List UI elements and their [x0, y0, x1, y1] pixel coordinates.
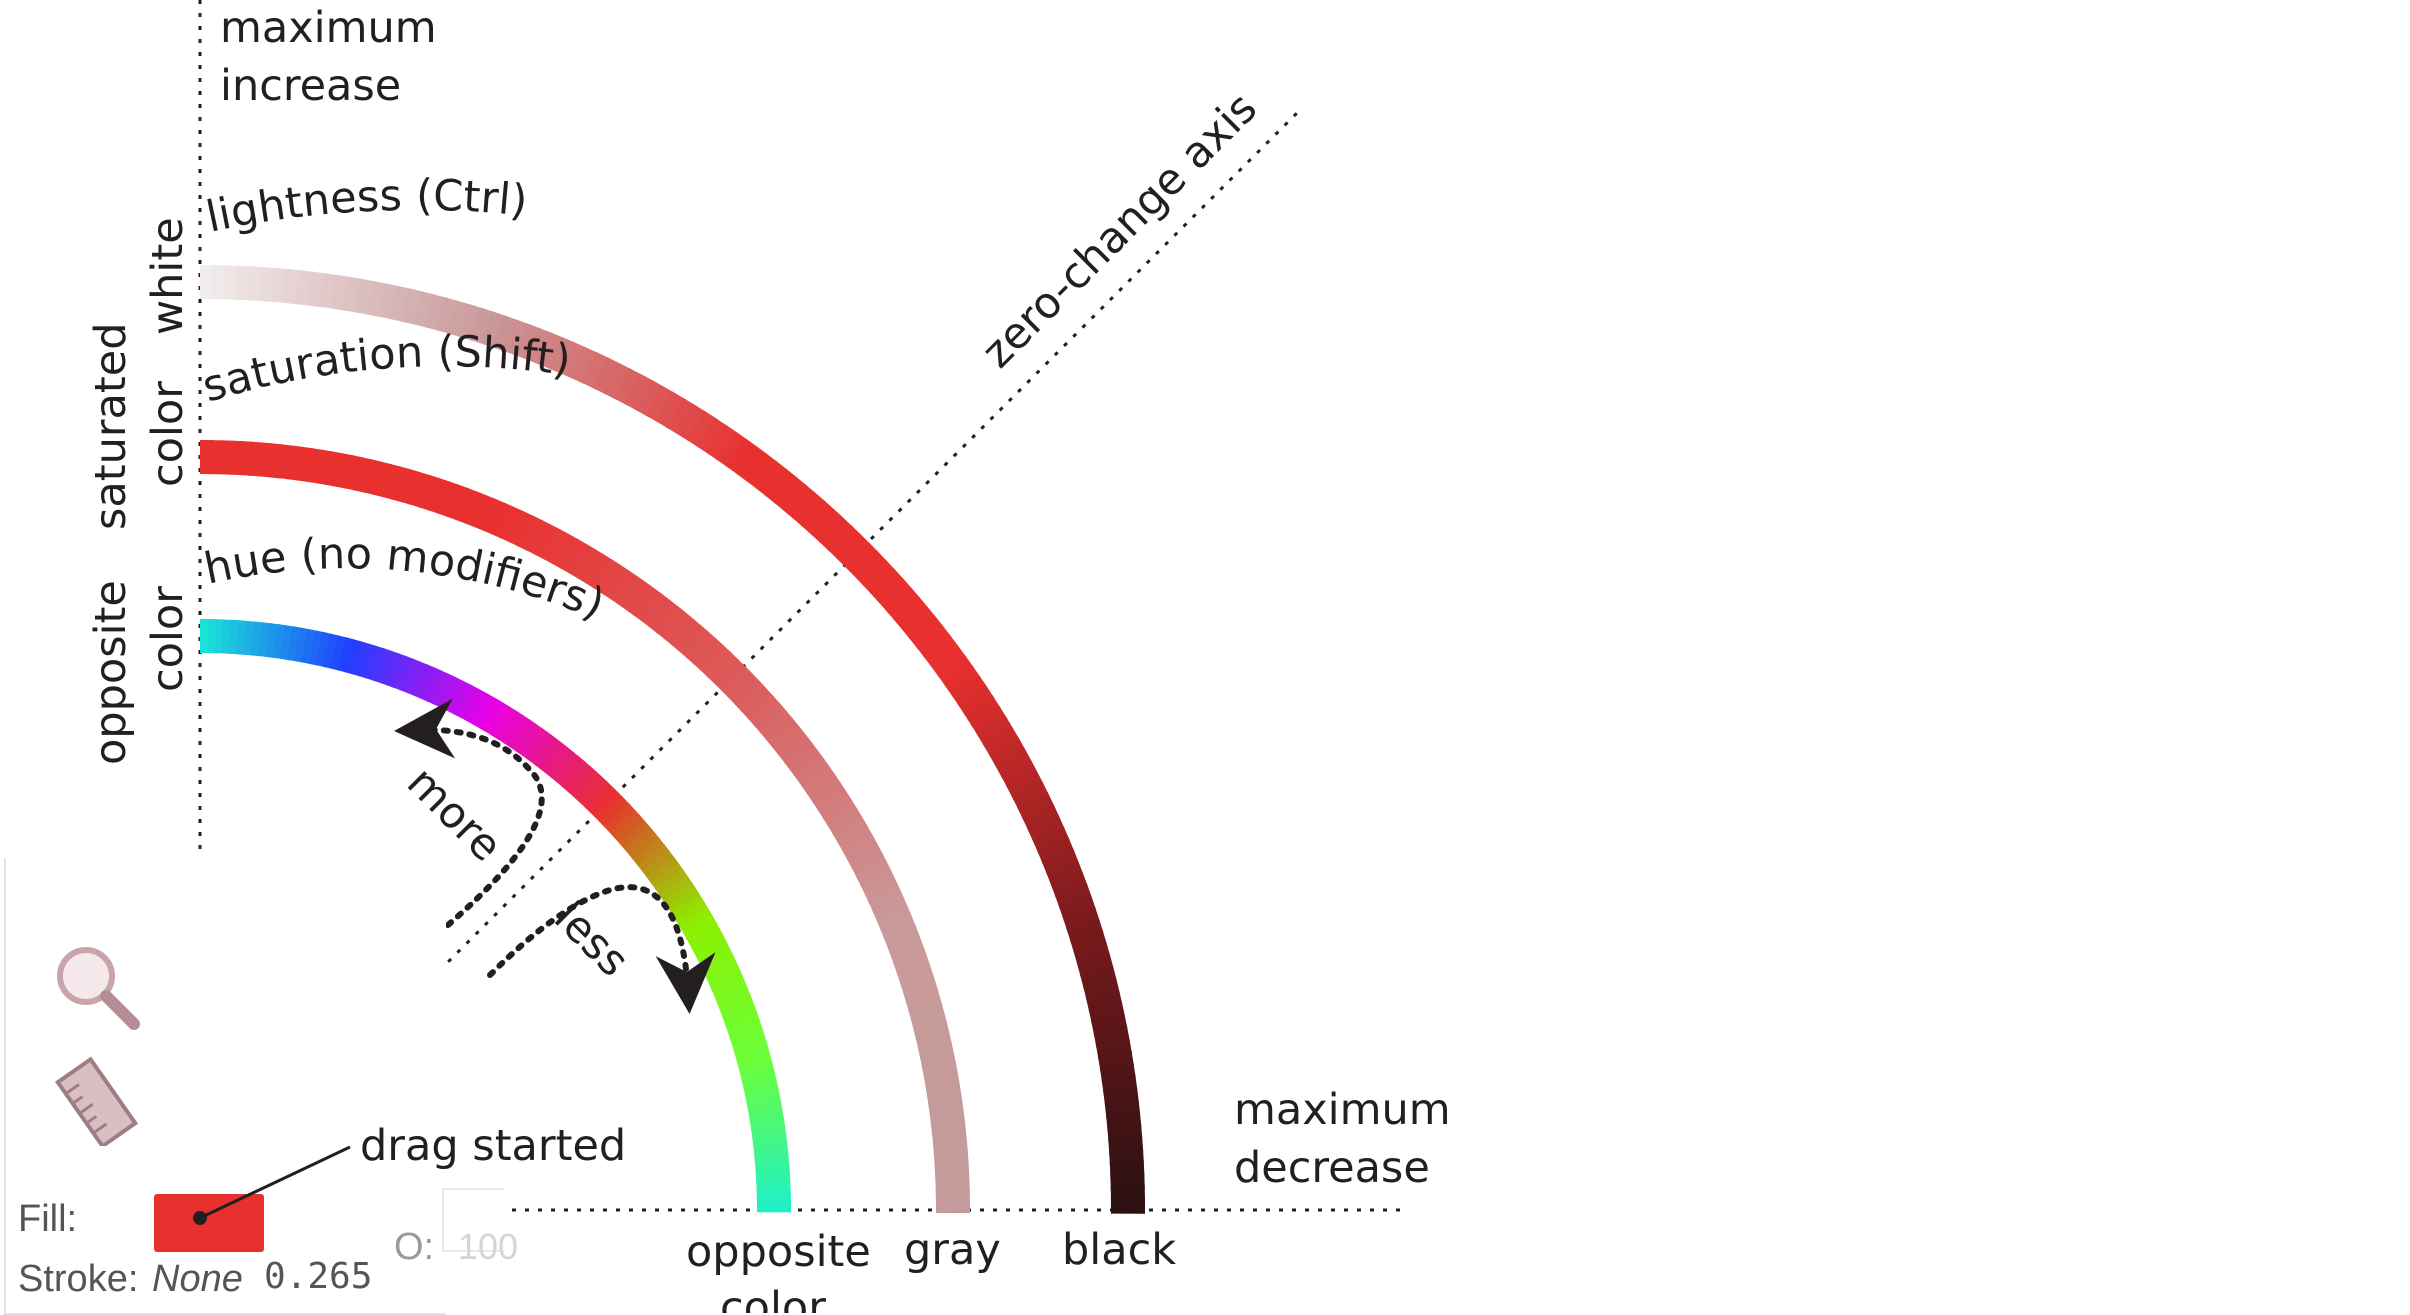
more-label: more: [397, 757, 511, 871]
black-label: black: [1062, 1225, 1176, 1275]
stroke-value[interactable]: None: [152, 1258, 243, 1301]
opposite-color-start-label-line1: opposite: [86, 580, 136, 765]
opacity-label: O:: [394, 1226, 434, 1269]
max-increase-label-line2: increase: [220, 61, 401, 111]
fill-label: Fill:: [18, 1198, 77, 1241]
inkscape-status-fragment: Fill: Stroke: None 0.265 O: 100: [4, 858, 446, 1315]
max-increase-label-line1: maximum: [220, 3, 437, 53]
saturated-color-label-line2: color: [143, 381, 193, 487]
magnifier-icon[interactable]: [46, 936, 146, 1036]
opposite-color-end-label-line1: opposite: [686, 1227, 871, 1277]
opposite-color-start-label-line2: color: [143, 586, 193, 692]
white-label: white: [143, 217, 193, 335]
opposite-color-end-label-line2: color: [720, 1283, 826, 1313]
max-decrease-label-line1: maximum: [1234, 1085, 1451, 1135]
less-label: less: [544, 892, 638, 986]
opacity-value[interactable]: 100: [458, 1226, 518, 1268]
fill-color-swatch[interactable]: [154, 1194, 264, 1252]
zero-change-axis-label: zero-change axis: [972, 83, 1266, 377]
gray-label: gray: [904, 1225, 1001, 1275]
max-decrease-label-line2: decrease: [1234, 1143, 1430, 1193]
ruler-icon[interactable]: [54, 1056, 144, 1146]
stroke-width-value[interactable]: 0.265: [264, 1256, 372, 1297]
stroke-label: Stroke:: [18, 1258, 138, 1301]
lightness-arc-label: lightness (Ctrl): [202, 171, 530, 243]
saturated-color-label-line1: saturated: [86, 322, 136, 530]
saturation-arc-label: saturation (Shift): [197, 327, 574, 412]
